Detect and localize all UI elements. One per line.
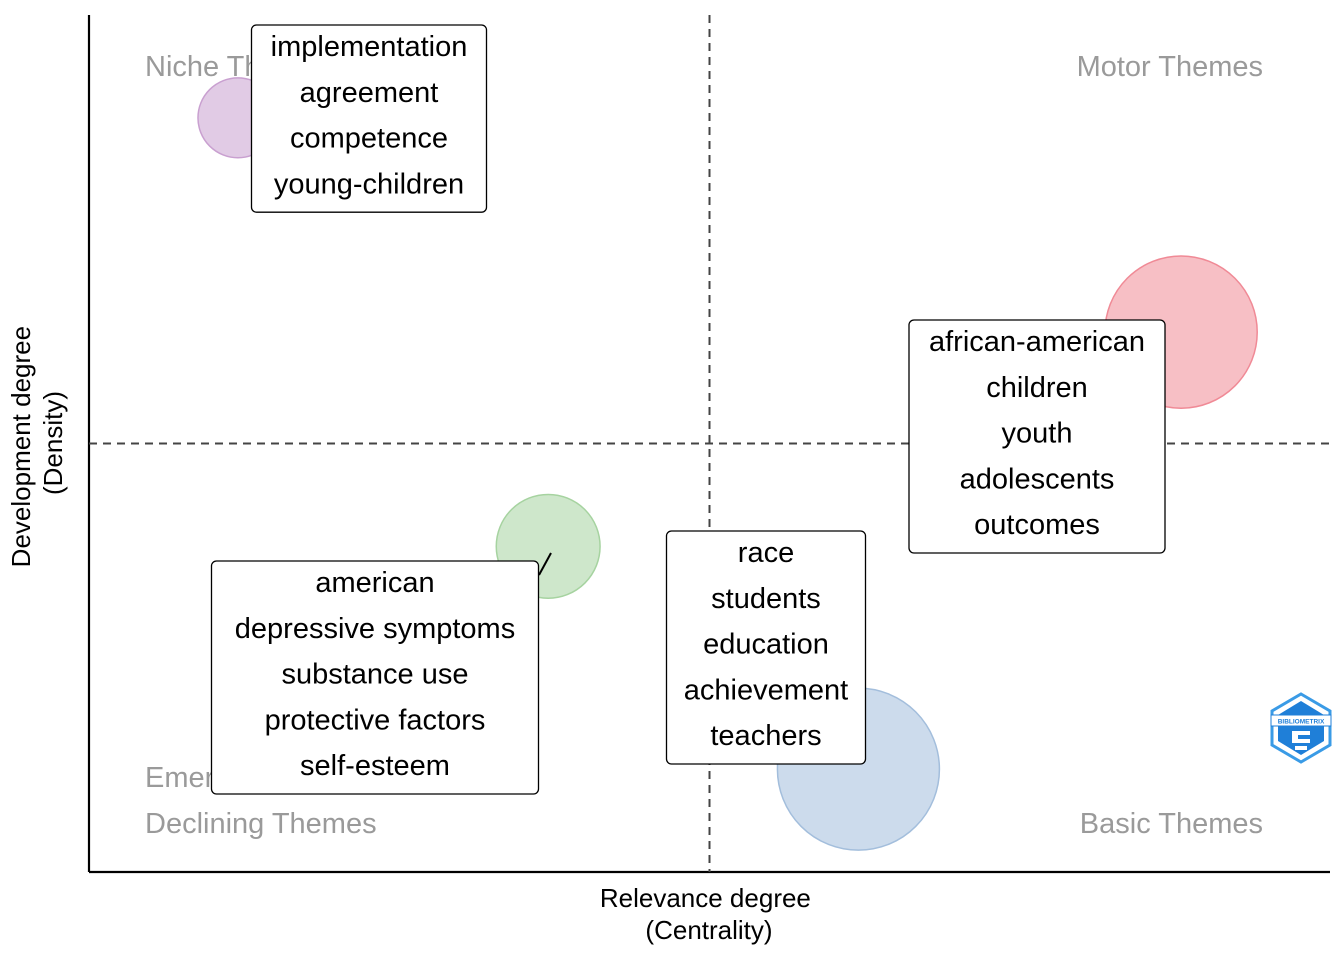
cluster-term: competence xyxy=(290,123,448,155)
cluster-label-emerging: american depressive symptoms substance use… xyxy=(210,560,540,795)
cluster-term: education xyxy=(703,629,829,661)
cluster-term: implementation xyxy=(271,31,468,63)
cluster-term: youth xyxy=(1002,418,1073,450)
logo-banner xyxy=(1270,714,1332,727)
logo-glyph xyxy=(1292,731,1310,750)
cluster-term: american xyxy=(315,567,434,599)
label-box-basic xyxy=(665,530,867,765)
cluster-leader-lines xyxy=(538,552,552,576)
cluster-label-motor: african-american children youth adolescents… xyxy=(908,319,1166,554)
cluster-term: teachers xyxy=(710,720,821,752)
cluster-label-basic: race students education achievement teachers xyxy=(665,530,867,765)
cluster-term: children xyxy=(986,372,1088,404)
quadrant-label-motor: Motor Themes xyxy=(1077,51,1263,83)
logo-text: BIBLIOMETRIX xyxy=(1278,719,1325,726)
cluster-term: protective factors xyxy=(265,704,486,736)
cluster-term: substance use xyxy=(281,659,468,691)
label-box-motor xyxy=(908,319,1166,554)
label-box-emerging xyxy=(210,560,540,795)
cluster-label-niche: implementation agreement competence young-c… xyxy=(250,24,488,213)
cluster-term: agreement xyxy=(300,77,439,109)
bibliometrix-logo: BIBLIOMETRIX xyxy=(1270,692,1332,764)
cluster-term: african-american xyxy=(929,326,1145,358)
cluster-term: race xyxy=(738,537,794,569)
y-axis-title: Development degree (Density) xyxy=(6,319,68,568)
cluster-term: students xyxy=(711,583,821,615)
cluster-term: young-children xyxy=(274,168,464,200)
x-axis-title: Relevance degree (Centrality) xyxy=(600,883,818,945)
cluster-term: self-esteem xyxy=(300,750,450,782)
cluster-labels: implementation agreement competence young-c… xyxy=(210,24,1166,795)
cluster-term: adolescents xyxy=(960,463,1115,495)
quadrant-label-basic: Basic Themes xyxy=(1080,808,1263,840)
leader-line-emerging xyxy=(538,552,552,576)
cluster-term: achievement xyxy=(684,674,848,706)
label-box-niche xyxy=(250,24,488,213)
cluster-term: outcomes xyxy=(974,509,1100,541)
cluster-term: depressive symptoms xyxy=(235,613,515,645)
